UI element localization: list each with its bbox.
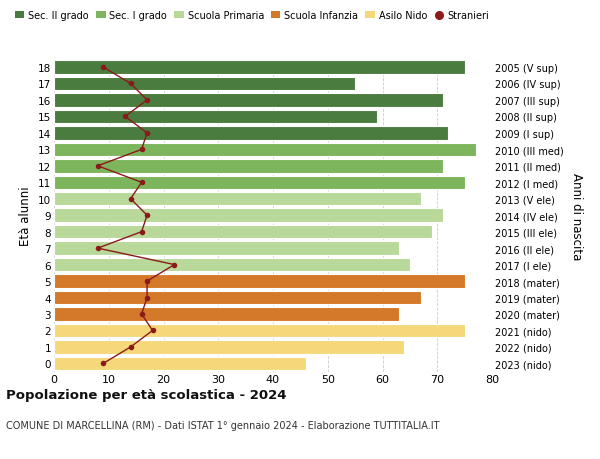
Point [137,311,146,318]
Bar [54,357,306,370]
Bar [54,94,443,107]
Legend: Sec. II grado, Sec. I grado, Scuola Primaria, Scuola Infanzia, Asilo Nido, Stran: Sec. II grado, Sec. I grado, Scuola Prim… [11,7,493,25]
Point [137,146,146,154]
Text: COMUNE DI MARCELLINA (RM) - Dati ISTAT 1° gennaio 2024 - Elaborazione TUTTITALIA: COMUNE DI MARCELLINA (RM) - Dati ISTAT 1… [6,420,439,430]
Bar [54,160,443,173]
Bar [54,176,464,190]
Bar [54,274,464,288]
Bar [54,291,421,305]
Point [93,245,103,252]
Y-axis label: Anni di nascita: Anni di nascita [570,172,583,259]
Bar [54,225,432,239]
Point [98,360,108,367]
Point [137,229,146,236]
Bar [54,127,448,140]
Point [137,179,146,186]
Bar [54,324,464,337]
Bar [54,341,404,354]
Bar [54,308,399,321]
Bar [54,143,476,157]
Point [142,294,152,302]
Y-axis label: Età alunni: Età alunni [19,186,32,246]
Bar [54,193,421,206]
Point [142,130,152,137]
Point [93,163,103,170]
Point [126,343,136,351]
Point [148,327,157,335]
Bar [54,209,443,223]
Bar [54,78,355,91]
Point [170,261,179,269]
Point [121,113,130,121]
Point [126,196,136,203]
Point [142,212,152,219]
Bar [54,242,399,255]
Point [142,278,152,285]
Point [126,81,136,88]
Bar [54,61,464,75]
Point [98,64,108,72]
Text: Popolazione per età scolastica - 2024: Popolazione per età scolastica - 2024 [6,388,287,401]
Bar [54,258,410,272]
Bar [54,111,377,124]
Point [142,97,152,104]
